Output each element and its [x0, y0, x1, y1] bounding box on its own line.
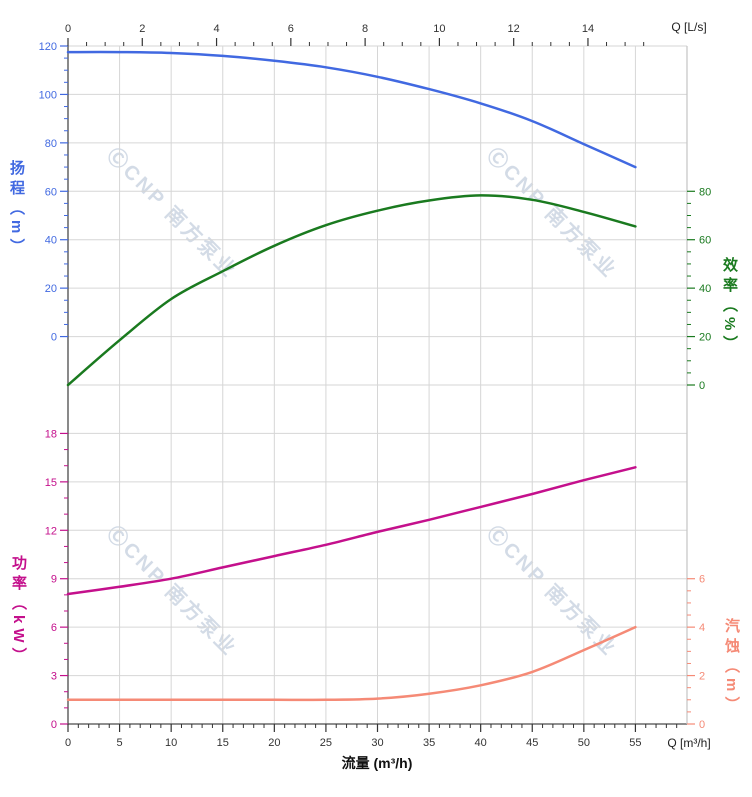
npsh-curve — [66, 625, 637, 702]
head-axis-title: 扬程（m） — [8, 160, 25, 259]
tick-label: 12 — [45, 525, 57, 537]
tick-label: 80 — [45, 138, 57, 150]
tick-label: 0 — [65, 23, 71, 35]
tick-label: 20 — [699, 332, 711, 344]
tick-label: 2 — [699, 671, 705, 683]
tick-label: 55 — [629, 737, 641, 749]
tick-label: 40 — [475, 737, 487, 749]
flow-axis-title: 流量 (m³/h) — [341, 755, 413, 771]
bottom-axis-unit-label: Q [m³/h] — [667, 736, 711, 750]
efficiency-axis-ticks: 80 60 40 20 0 — [687, 186, 711, 392]
tick-label: 0 — [699, 380, 705, 392]
tick-label: 15 — [45, 477, 57, 489]
tick-label: 2 — [139, 23, 145, 35]
tick-label: 50 — [578, 737, 590, 749]
head-curve — [66, 50, 637, 169]
tick-label: 0 — [51, 719, 57, 731]
tick-label: 40 — [699, 283, 711, 295]
tick-label: 10 — [165, 737, 177, 749]
tick-label: 0 — [699, 719, 705, 731]
tick-label: 45 — [526, 737, 538, 749]
tick-label: 5 — [117, 737, 123, 749]
curves — [66, 50, 637, 702]
npsh-axis-ticks: 6 4 2 0 — [687, 574, 705, 731]
power-curve — [66, 466, 637, 596]
tick-label: 20 — [45, 283, 57, 295]
tick-label: 0 — [65, 737, 71, 749]
tick-label: 60 — [699, 235, 711, 247]
tick-label: 30 — [371, 737, 383, 749]
bottom-axis-ticks: 0 5 10 15 20 25 30 35 40 45 50 55 — [65, 724, 678, 749]
tick-label: 20 — [268, 737, 280, 749]
tick-label: 35 — [423, 737, 435, 749]
tick-label: 6 — [51, 622, 57, 634]
eff-curve — [66, 194, 637, 387]
tick-label: 18 — [45, 428, 57, 440]
tick-label: 100 — [39, 89, 57, 101]
top-axis-unit-label: Q [L/s] — [671, 20, 707, 34]
head-axis-ticks: 120 100 80 60 40 20 0 — [39, 41, 68, 344]
tick-label: 10 — [433, 23, 445, 35]
tick-label: 0 — [51, 332, 57, 344]
tick-label: 80 — [699, 186, 711, 198]
tick-label: 15 — [217, 737, 229, 749]
power-axis-title: 功率（kW） — [10, 555, 27, 668]
tick-label: 4 — [699, 622, 705, 634]
tick-label: 4 — [213, 23, 219, 35]
efficiency-axis-title: 效率（%） — [721, 257, 738, 356]
tick-label: 6 — [699, 574, 705, 586]
tick-label: 3 — [51, 671, 57, 683]
tick-label: 9 — [51, 574, 57, 586]
npsh-axis-title: 汽蚀（m） — [723, 618, 740, 717]
top-axis-ticks: 0 2 4 6 8 10 12 14 — [65, 23, 645, 46]
tick-label: 40 — [45, 235, 57, 247]
tick-label: 14 — [582, 23, 594, 35]
tick-label: 8 — [362, 23, 368, 35]
tick-label: 120 — [39, 41, 57, 53]
tick-label: 25 — [320, 737, 332, 749]
tick-label: 60 — [45, 186, 57, 198]
tick-label: 6 — [288, 23, 294, 35]
tick-label: 12 — [508, 23, 520, 35]
power-axis-ticks: 18 15 12 9 6 3 0 — [45, 428, 68, 731]
